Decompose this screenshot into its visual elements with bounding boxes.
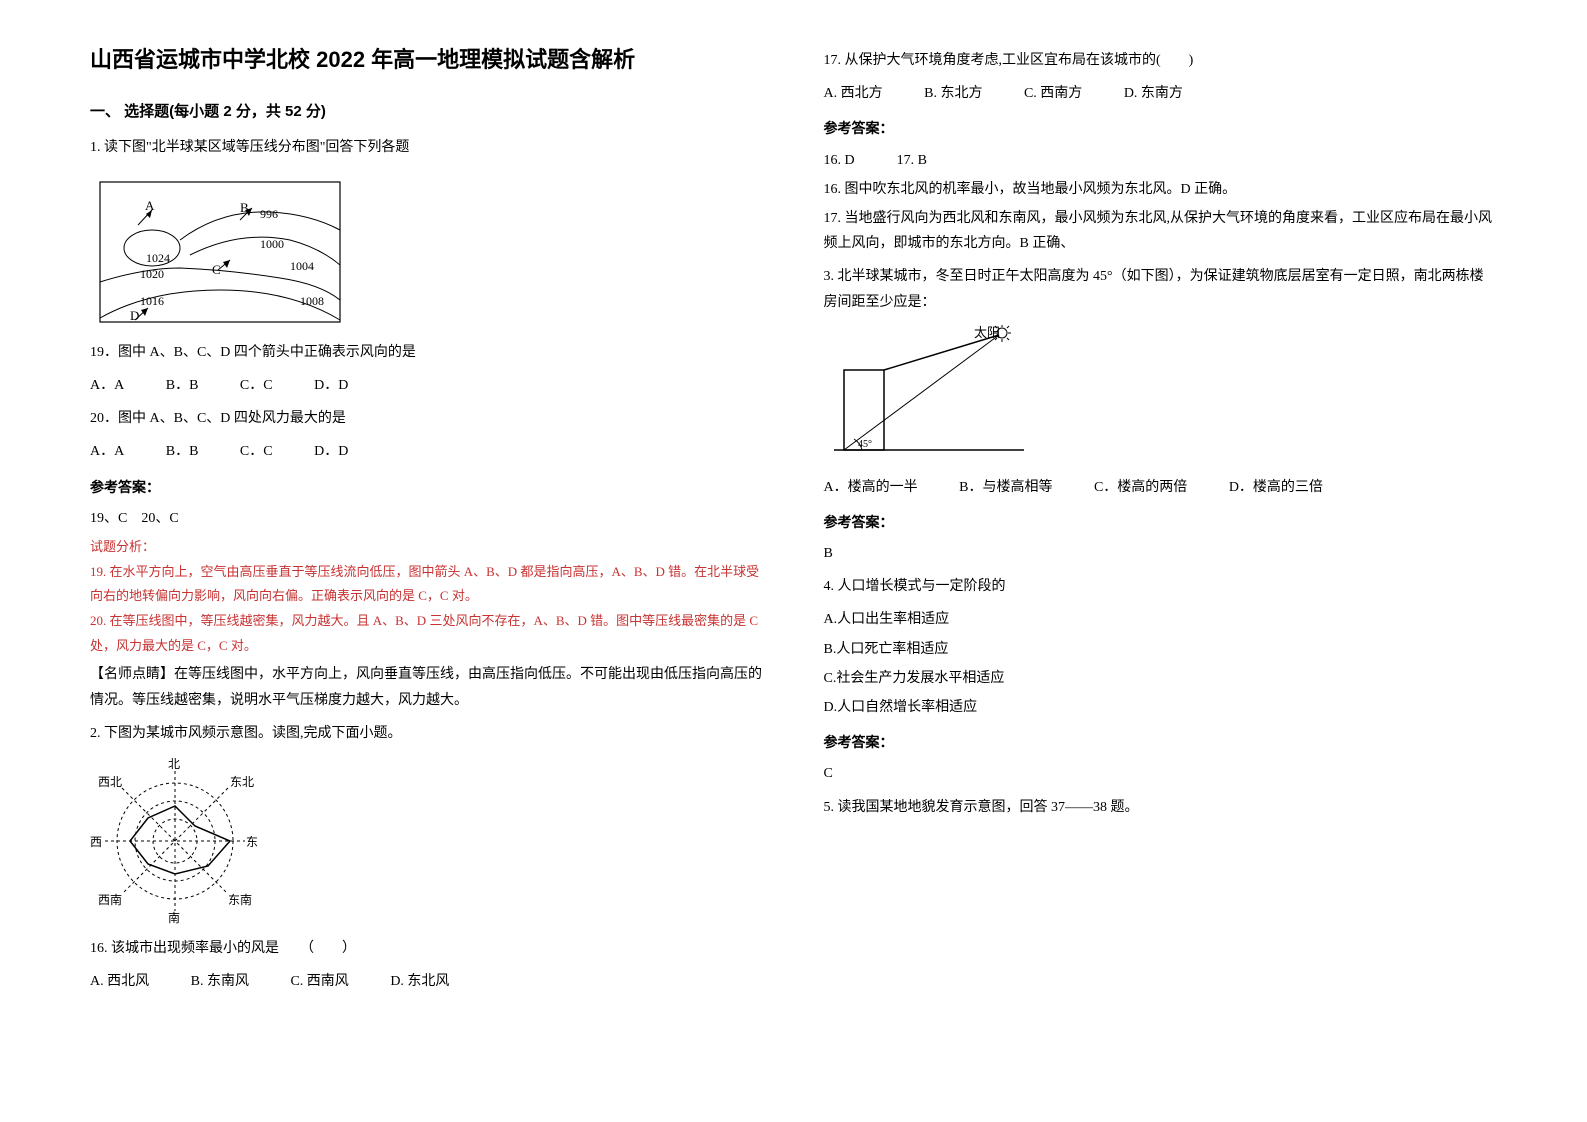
section-heading: 一、 选择题(每小题 2 分，共 52 分): [90, 98, 764, 125]
q19-options: A．A B．B C．C D．D: [90, 373, 764, 398]
opt: D.人口自然增长率相适应: [824, 695, 1498, 720]
q1-figure: 996 1000 1004 1008 1024 1020 1016 A B C …: [90, 170, 764, 330]
q17-options: A. 西北方 B. 东北方 C. 西南方 D. 东南方: [824, 81, 1498, 106]
q19-stem: 19．图中 A、B、C、D 四个箭头中正确表示风向的是: [90, 340, 764, 365]
answer-heading: 参考答案：: [824, 116, 1498, 141]
q3-answer: B: [824, 541, 1498, 566]
opt: A. 西北风: [90, 969, 149, 994]
q20-stem: 20．图中 A、B、C、D 四处风力最大的是: [90, 406, 764, 431]
opt: C．楼高的两倍: [1094, 475, 1187, 500]
exp17: 17. 当地盛行风向为西北风和东南风，最小风频为东北风,从保护大气环境的角度来看…: [824, 206, 1498, 256]
opt: C．C: [240, 439, 273, 464]
opt: C. 西南方: [1024, 81, 1082, 106]
opt: C．C: [240, 373, 273, 398]
opt: A．楼高的一半: [824, 475, 918, 500]
opt: C.社会生产力发展水平相适应: [824, 666, 1498, 691]
opt: D．D: [314, 439, 348, 464]
iso-label: 1020: [140, 267, 164, 281]
iso-label: 1024: [146, 251, 170, 265]
q17-stem: 17. 从保护大气环境角度考虑,工业区宜布局在该城市的( ): [824, 48, 1498, 73]
svg-text:东南: 东南: [228, 892, 252, 907]
pt-label: C: [212, 262, 221, 277]
opt: D．楼高的三倍: [1229, 475, 1323, 500]
pt-label: B: [240, 200, 249, 215]
opt: A．A: [90, 439, 124, 464]
opt: D. 东北风: [390, 969, 449, 994]
opt: A. 西北方: [824, 81, 883, 106]
q4-stem: 4. 人口增长模式与一定阶段的: [824, 574, 1498, 599]
q16-options: A. 西北风 B. 东南风 C. 西南风 D. 东北风: [90, 969, 764, 994]
page-title: 山西省运城市中学北校 2022 年高一地理模拟试题含解析: [90, 40, 764, 80]
svg-text:南: 南: [168, 910, 180, 925]
q4-answer: C: [824, 761, 1498, 786]
opt: B. 东南风: [191, 969, 249, 994]
analysis-line: 19. 在水平方向上，空气由高压垂直于等压线流向低压，图中箭头 A、B、D 都是…: [90, 560, 764, 609]
svg-text:西: 西: [90, 835, 102, 849]
opt: B.人口死亡率相适应: [824, 637, 1498, 662]
q1-stem: 1. 读下图"北半球某区域等压线分布图"回答下列各题: [90, 135, 764, 160]
svg-text:西北: 西北: [98, 775, 122, 789]
q3-options: A．楼高的一半 B．与楼高相等 C．楼高的两倍 D．楼高的三倍: [824, 475, 1498, 500]
svg-text:东: 东: [246, 835, 258, 849]
svg-text:北: 北: [168, 757, 180, 771]
pt-label: D: [130, 308, 139, 323]
opt: B．B: [166, 439, 199, 464]
q1-answer: 19、C 20、C: [90, 506, 764, 531]
analysis-block: 试题分析： 19. 在水平方向上，空气由高压垂直于等压线流向低压，图中箭头 A、…: [90, 535, 764, 658]
opt: B. 东北方: [924, 81, 982, 106]
opt: B．B: [166, 373, 199, 398]
q2-answer: 16. D 17. B: [824, 148, 1498, 173]
answer-heading: 参考答案：: [90, 475, 764, 500]
q2-figure: 北 东北 东 东南 南 西南 西 西北: [90, 756, 764, 926]
answer-heading: 参考答案：: [824, 730, 1498, 755]
iso-label: 1000: [260, 237, 284, 251]
svg-text:西南: 西南: [98, 892, 122, 907]
exp16: 16. 图中吹东北风的机率最小，故当地最小风频为东北风。D 正确。: [824, 177, 1498, 202]
right-column: 17. 从保护大气环境角度考虑,工业区宜布局在该城市的( ) A. 西北方 B.…: [824, 40, 1498, 1082]
opt: A.人口出生率相适应: [824, 607, 1498, 632]
q2-stem: 2. 下图为某城市风频示意图。读图,完成下面小题。: [90, 721, 764, 746]
tip-block: 【名师点睛】在等压线图中，水平方向上，风向垂直等压线，由高压指向低压。不可能出现…: [90, 662, 764, 712]
opt: D. 东南方: [1124, 81, 1183, 106]
opt: C. 西南风: [290, 969, 348, 994]
q3-figure: 45° 太阳: [824, 325, 1498, 465]
pt-label: A: [145, 198, 155, 213]
answer-heading: 参考答案：: [824, 510, 1498, 535]
analysis-head: 试题分析：: [90, 535, 764, 560]
opt: A．A: [90, 373, 124, 398]
opt: D．D: [314, 373, 348, 398]
analysis-line: 20. 在等压线图中，等压线越密集，风力越大。且 A、B、D 三处风向不存在，A…: [90, 609, 764, 658]
q3-stem: 3. 北半球某城市，冬至日时正午太阳高度为 45°（如下图），为保证建筑物底层居…: [824, 264, 1498, 314]
opt: B．与楼高相等: [959, 475, 1052, 500]
left-column: 山西省运城市中学北校 2022 年高一地理模拟试题含解析 一、 选择题(每小题 …: [90, 40, 764, 1082]
iso-label: 996: [260, 207, 278, 221]
iso-label: 1008: [300, 294, 324, 308]
svg-text:东北: 东北: [230, 775, 254, 789]
q20-options: A．A B．B C．C D．D: [90, 439, 764, 464]
q5-stem: 5. 读我国某地地貌发育示意图，回答 37——38 题。: [824, 795, 1498, 820]
angle-label: 45°: [858, 439, 872, 450]
iso-label: 1016: [140, 294, 164, 308]
iso-label: 1004: [290, 259, 314, 273]
q16-stem: 16. 该城市出现频率最小的风是 （ ）: [90, 936, 764, 961]
